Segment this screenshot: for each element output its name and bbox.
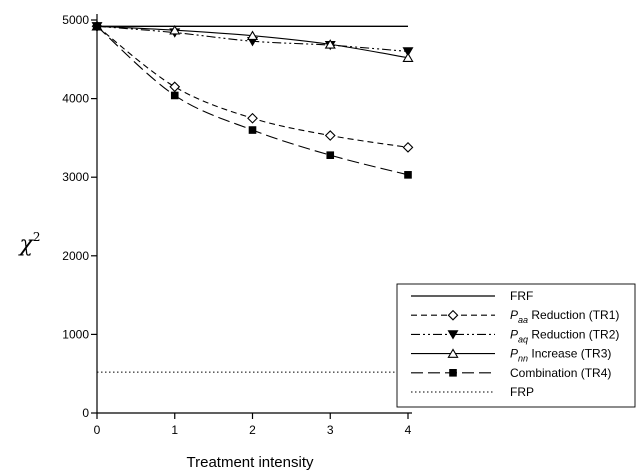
data-point-tr4 xyxy=(248,126,257,134)
data-point-tr1 xyxy=(402,141,414,153)
legend-label-frp: FRP xyxy=(510,385,534,399)
y-axis-label-main: χ xyxy=(18,232,35,257)
x-tick-label: 1 xyxy=(171,423,178,437)
y-tick-label: 4000 xyxy=(62,92,89,106)
legend-label-main: P xyxy=(510,308,518,322)
legend-label-tr3: Pnn Increase (TR3) xyxy=(510,347,611,364)
legend-item-tr3: Pnn Increase (TR3) xyxy=(411,347,611,364)
legend-box xyxy=(396,283,636,408)
legend-label-main: FRP xyxy=(510,385,534,399)
legend-item-frp: FRP xyxy=(411,385,534,399)
data-point-tr4 xyxy=(404,171,412,179)
legend-item-tr4: Combination (TR4) xyxy=(411,366,611,380)
data-point-tr1 xyxy=(247,112,258,124)
y-tick-label: 5000 xyxy=(62,13,89,27)
legend-item-frf: FRF xyxy=(411,289,533,303)
y-axis-label: χ2 xyxy=(18,230,41,257)
legend-marker-tr1 xyxy=(447,309,459,321)
x-tick-label: 3 xyxy=(327,423,334,437)
data-point-tr2 xyxy=(402,47,414,57)
legend-item-tr2: Paq Reduction (TR2) xyxy=(411,327,619,344)
data-point-tr4 xyxy=(326,151,335,159)
y-tick-label: 1000 xyxy=(62,327,89,341)
legend-label-sub: aa xyxy=(518,315,528,325)
legend-label-rest: Reduction (TR2) xyxy=(528,327,619,341)
legend-marker-tr3 xyxy=(447,348,459,358)
data-point-tr3 xyxy=(324,39,336,49)
legend-item-tr1: Paa Reduction (TR1) xyxy=(411,308,619,325)
x-axis-label: Treatment intensity xyxy=(187,454,314,471)
legend-label-sub: aq xyxy=(518,334,528,344)
data-point-tr1 xyxy=(169,81,181,93)
legend-label-main: FRF xyxy=(510,289,533,303)
x-tick-label: 2 xyxy=(249,423,256,437)
x-tick-label: 4 xyxy=(405,423,412,437)
legend-label-main: Combination (TR4) xyxy=(510,366,611,380)
data-point-tr4 xyxy=(170,91,179,100)
legend-label-sub: nn xyxy=(518,354,528,364)
legend-label-main: P xyxy=(510,327,518,341)
legend-label-rest: Reduction (TR1) xyxy=(528,308,619,322)
y-tick-label: 0 xyxy=(82,406,89,420)
data-point-tr3 xyxy=(246,30,259,40)
x-tick-label: 0 xyxy=(94,423,101,437)
legend-label-rest: Increase (TR3) xyxy=(528,347,611,361)
legend-marker-tr4 xyxy=(449,369,457,377)
legend-marker-tr2 xyxy=(447,330,459,340)
plot-area xyxy=(91,20,414,373)
legend-label-tr1: Paa Reduction (TR1) xyxy=(510,308,619,325)
y-tick-label: 3000 xyxy=(62,170,89,184)
series-line-tr4 xyxy=(96,25,409,176)
data-point-tr1 xyxy=(324,130,336,141)
legend-label-tr2: Paq Reduction (TR2) xyxy=(510,327,619,344)
data-point-tr3 xyxy=(169,24,181,35)
legend-label-frf: FRF xyxy=(510,289,533,303)
axes: 0 1000 2000 3000 4000 5000 0 1 2 3 4 xyxy=(62,13,412,437)
y-tick-label: 2000 xyxy=(62,249,89,263)
legend-label-main: P xyxy=(510,347,518,361)
y-axis-label-superscript: 2 xyxy=(33,230,41,244)
legend-label-tr4: Combination (TR4) xyxy=(510,366,611,380)
data-point-tr3 xyxy=(402,52,414,62)
